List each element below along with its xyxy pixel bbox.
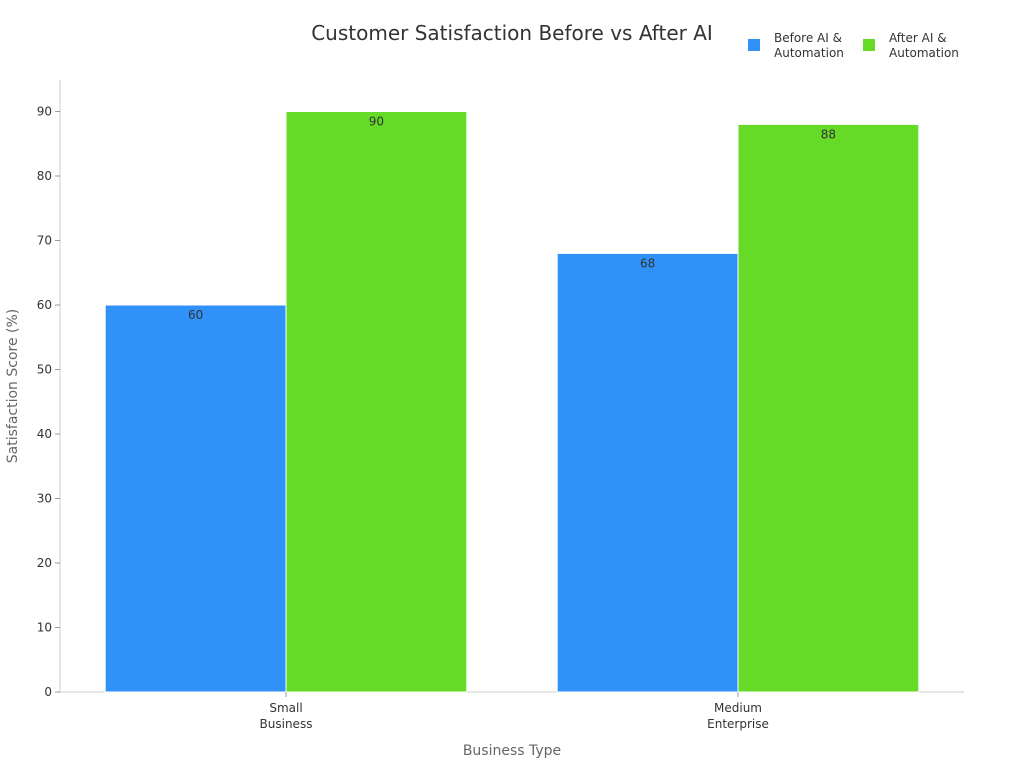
- legend-label: Before AI & Automation: [774, 31, 844, 60]
- y-tick-label: 10: [37, 621, 52, 635]
- legend: Before AI & Automation After AI & Automatio…: [748, 31, 959, 60]
- bar-value-label: 88: [821, 127, 836, 141]
- y-tick-label: 30: [37, 492, 52, 506]
- y-tick-label: 80: [37, 169, 52, 183]
- y-axis-ticks: 0 10 20 30 40 50 60 70 80 90: [37, 105, 60, 699]
- x-axis-label: Business Type: [463, 743, 561, 759]
- x-axis-ticks: Small Business Medium Enterprise: [260, 692, 769, 731]
- y-tick-label: 60: [37, 298, 52, 312]
- bar-value-label: 68: [640, 256, 655, 270]
- y-tick-label: 50: [37, 363, 52, 377]
- bar-value-label: 90: [369, 115, 384, 129]
- legend-item: Before AI & Automation: [748, 31, 844, 60]
- y-tick-label: 90: [37, 105, 52, 119]
- y-axis-label: Satisfaction Score (%): [5, 309, 21, 464]
- bar: [737, 123, 920, 693]
- y-tick-label: 0: [44, 685, 52, 699]
- bars: 60 90 68 88: [104, 111, 920, 693]
- bar: [104, 304, 287, 693]
- y-tick-label: 20: [37, 556, 52, 570]
- chart-title: Customer Satisfaction Before vs After AI: [311, 21, 713, 45]
- x-tick-label: Medium Enterprise: [707, 701, 769, 731]
- legend-swatch: [748, 39, 760, 51]
- bar: [556, 252, 739, 693]
- bar: [285, 111, 468, 693]
- bar-value-label: 60: [188, 308, 203, 322]
- y-tick-label: 40: [37, 427, 52, 441]
- legend-label: After AI & Automation: [889, 31, 959, 60]
- y-tick-label: 70: [37, 234, 52, 248]
- x-tick-label: Small Business: [260, 701, 313, 731]
- legend-swatch: [863, 39, 875, 51]
- legend-item: After AI & Automation: [863, 31, 959, 60]
